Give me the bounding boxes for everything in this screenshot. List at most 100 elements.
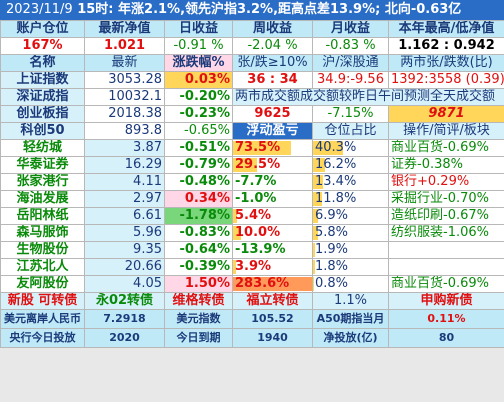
stock-pl: 3.9% (232, 258, 313, 276)
market-header-cell: 张/跌≥10% (232, 54, 313, 72)
stock-name[interactable]: 生物股份 (0, 241, 85, 259)
pl-header: 浮动盈亏 (232, 122, 313, 140)
stock-name[interactable]: 张家港行 (0, 173, 85, 191)
position-text: 0.8% (315, 276, 349, 292)
stock-position: 40.3% (312, 139, 389, 157)
stock-change: -0.48% (164, 173, 233, 191)
footer-row[interactable]: 美元离岸人民币 7.2918 美元指数 105.52 A50期指当月 0.11% (0, 309, 504, 329)
account-value-cell: -0.91 % (164, 37, 233, 55)
stock-position: 1.8% (312, 258, 389, 276)
stock-last: 20.66 (84, 258, 165, 276)
pl-bar (233, 141, 291, 155)
stock-row[interactable]: 友阿股份 4.05 1.50% 283.6% 0.8% 商业百货-0.69% (0, 275, 504, 293)
stock-last: 3.87 (84, 139, 165, 157)
stock-change: -0.39% (164, 258, 233, 276)
position-text: 11.8% (315, 191, 357, 207)
stock-change: -0.83% (164, 224, 233, 242)
stock-name[interactable]: 岳阳林纸 (0, 207, 85, 225)
new-bond-cell: 新股 可转债 (0, 292, 85, 310)
stock-note: 商业百货-0.69% (388, 275, 504, 293)
index-name: 上证指数 (0, 71, 85, 89)
market-header-cell: 最新 (84, 54, 165, 72)
stock-note: 商业百货-0.69% (388, 139, 504, 157)
stock-name[interactable]: 江苏北人 (0, 258, 85, 276)
stock-row[interactable]: 森马服饰 5.96 -0.83% 10.0% 5.8% 纺织服装-1.06% (0, 224, 504, 242)
pl-text: -13.9% (235, 242, 286, 258)
stock-position: 6.9% (312, 207, 389, 225)
stock-name[interactable]: 轻纺城 (0, 139, 85, 157)
stock-row[interactable]: 华泰证券 16.29 -0.79% 29.5% 16.2% 证券-0.38% (0, 156, 504, 174)
stock-name[interactable]: 华泰证券 (0, 156, 85, 174)
index-row[interactable]: 创业板指 2018.38 -0.23% 9625 -7.15% 9871 (0, 105, 504, 123)
turnover-note: 两市成交额成交额较昨日午间预测全天成交额 (232, 88, 504, 106)
stock-row[interactable]: 海油发展 2.97 0.34% -1.0% 11.8% 采掘行业-0.70% (0, 190, 504, 208)
pl-text: 5.4% (235, 208, 272, 224)
position-text: 40.3% (315, 140, 357, 156)
market-header-cell: 两市张/跌数(比) (388, 54, 504, 72)
stock-last: 9.35 (84, 241, 165, 259)
account-header-cell: 日收益 (164, 20, 233, 38)
pl-bar (233, 226, 241, 240)
footer-row[interactable]: 央行今日投放 2020 今日到期 1940 净投放(亿) 80 (0, 328, 504, 348)
stock-row[interactable]: 生物股份 9.35 -0.64% -13.9% 1.9% (0, 241, 504, 259)
account-value-cell: 167% (0, 37, 85, 55)
stock-row[interactable]: 岳阳林纸 6.61 -1.78% 5.4% 6.9% 造纸印刷-0.67% (0, 207, 504, 225)
position-text: 1.9% (315, 242, 349, 258)
pl-text: 3.9% (235, 259, 272, 275)
index-change: -0.20% (164, 88, 233, 106)
position-bar (313, 277, 314, 291)
pl-bar (233, 209, 237, 223)
index-change: -0.23% (164, 105, 233, 123)
account-values-row[interactable]: 167% 1.021 -0.91 % -2.04 % -0.83 % 1.162 : 0.… (0, 37, 504, 55)
position-text: 16.2% (315, 157, 357, 173)
new-bond-cell[interactable]: 申购新债 (388, 292, 504, 310)
position-bar (313, 243, 315, 257)
stock-change: 0.34% (164, 190, 233, 208)
account-value-cell: 1.021 (84, 37, 165, 55)
position-bar (313, 260, 315, 274)
stock-note: 银行+0.29% (388, 173, 504, 191)
stock-pl: 73.5% (232, 139, 313, 157)
stock-position: 1.9% (312, 241, 389, 259)
stock-name[interactable]: 森马服饰 (0, 224, 85, 242)
turnover-change: -7.15% (312, 105, 389, 123)
stock-note: 造纸印刷-0.67% (388, 207, 504, 225)
stock-note: 采掘行业-0.70% (388, 190, 504, 208)
stock-pl: 29.5% (232, 156, 313, 174)
new-bond-cell: 维格转债 (164, 292, 233, 310)
northbound-flow: 34.9:-9.56 (312, 71, 389, 89)
stock-name[interactable]: 友阿股份 (0, 275, 85, 293)
account-header-cell: 本年最高/低净值 (388, 20, 504, 38)
index-row[interactable]: 深证成指 10032.1 -0.20% 两市成交额成交额较昨日午间预测全天成交额 (0, 88, 504, 106)
stock-header-row[interactable]: 科创50 893.8 -0.65% 浮动盈亏 仓位占比 操作/简评/板块 (0, 122, 504, 140)
index-row[interactable]: 上证指数 3053.28 0.03% 36 : 34 34.9:-9.56 1392:35… (0, 71, 504, 89)
position-header: 仓位占比 (312, 122, 389, 140)
stock-name[interactable]: 海油发展 (0, 190, 85, 208)
market-header-row[interactable]: 名称 最新 涨跌幅% 张/跌≥10% 沪/深股通 两市张/跌数(比) (0, 54, 504, 72)
account-header-row[interactable]: 账户仓位 最新净值 日收益 周收益 月收益 本年最高/低净值 (0, 20, 504, 38)
stock-change: 1.50% (164, 275, 233, 293)
footer-cell: 今日到期 (164, 328, 233, 348)
new-bond-row[interactable]: 新股 可转债 永02转债 维格转债 福立转债 1.1% 申购新债 (0, 292, 504, 310)
position-bar (313, 158, 325, 172)
stock-last: 6.61 (84, 207, 165, 225)
stock-row[interactable]: 轻纺城 3.87 -0.51% 73.5% 40.3% 商业百货-0.69% (0, 139, 504, 157)
footer-cell: 7.2918 (84, 309, 165, 329)
pl-text: -7.7% (235, 174, 277, 190)
stock-position: 11.8% (312, 190, 389, 208)
stock-change: -1.78% (164, 207, 233, 225)
new-bond-cell: 永02转债 (84, 292, 165, 310)
stock-row[interactable]: 江苏北人 20.66 -0.39% 3.9% 1.8% (0, 258, 504, 276)
pl-text: -1.0% (235, 191, 277, 207)
stock-position: 13.4% (312, 173, 389, 191)
footer-cell: 105.52 (232, 309, 313, 329)
position-text: 1.8% (315, 259, 349, 275)
market-header-cell: 涨跌幅% (164, 54, 233, 72)
footer-cell: 0.11% (388, 309, 504, 329)
footer-cell: 80 (388, 328, 504, 348)
stock-position: 0.8% (312, 275, 389, 293)
stock-row[interactable]: 张家港行 4.11 -0.48% -7.7% 13.4% 银行+0.29% (0, 173, 504, 191)
position-bar (313, 141, 343, 155)
pl-bar (233, 158, 257, 172)
position-bar (313, 192, 322, 206)
